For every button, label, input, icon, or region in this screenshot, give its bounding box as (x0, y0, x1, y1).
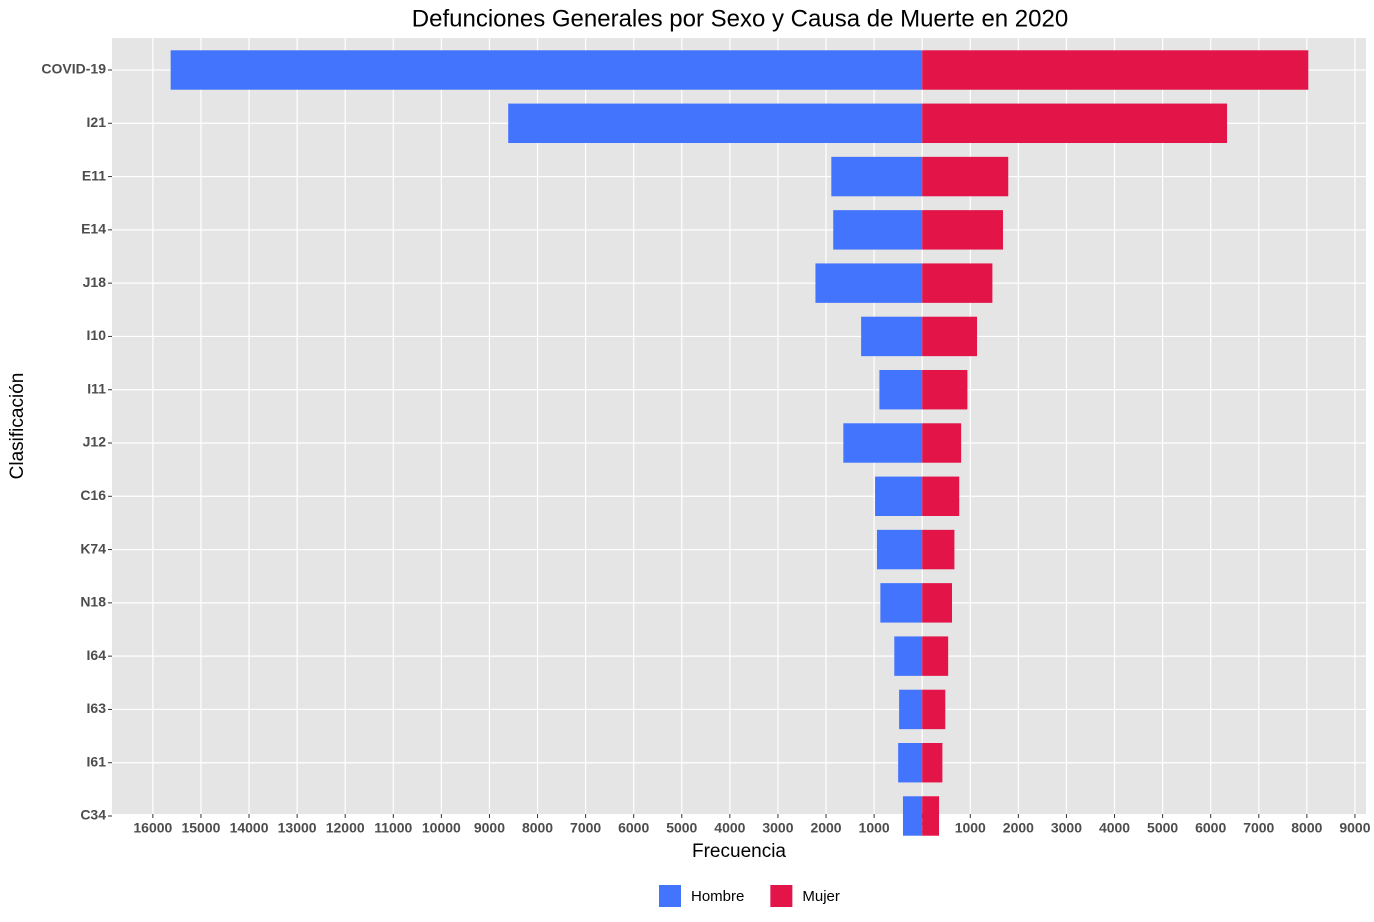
x-tick-label: 8000 (1291, 820, 1322, 836)
bar (880, 583, 923, 623)
x-tick-label: 5000 (1147, 820, 1178, 836)
x-tick-label: 4000 (714, 820, 745, 836)
y-tick-label: K74 (80, 540, 106, 556)
y-tick-label: I11 (87, 380, 106, 396)
bar (922, 583, 953, 623)
bar (922, 796, 940, 836)
x-tick-label: 2000 (1003, 820, 1034, 836)
bar (898, 742, 923, 783)
y-tick-label: E14 (81, 221, 106, 237)
bar (922, 156, 1009, 197)
x-tick-label: 9000 (1339, 820, 1370, 836)
bar (902, 796, 923, 836)
legend-label: Mujer (802, 888, 840, 905)
bar (899, 689, 923, 730)
x-tick-label: 7000 (570, 820, 601, 836)
y-tick-label: I21 (87, 114, 107, 130)
x-tick-label: 3000 (1051, 820, 1082, 836)
chart-title: Defunciones Generales por Sexo y Causa d… (412, 5, 1068, 32)
bar (833, 210, 923, 250)
legend-swatch (659, 885, 681, 907)
x-tick-label: 7000 (1243, 820, 1274, 836)
x-tick-label: 16000 (133, 820, 172, 836)
bar (922, 742, 943, 783)
y-tick-label: COVID-19 (41, 61, 106, 77)
y-axis-label: Clasificación (7, 373, 28, 480)
x-tick-label: 8000 (522, 820, 553, 836)
bar (879, 369, 923, 410)
bar (922, 529, 955, 570)
bar (922, 476, 960, 517)
y-tick-label: C16 (80, 487, 106, 503)
bar (876, 529, 923, 570)
x-tick-label: 1000 (859, 820, 890, 836)
x-tick-label: 12000 (326, 820, 365, 836)
bar (831, 156, 923, 197)
y-tick-label: I10 (87, 327, 107, 343)
bar (922, 369, 968, 410)
x-tick-label: 1000 (955, 820, 986, 836)
bar (922, 210, 1003, 250)
x-tick-label: 11000 (374, 820, 412, 836)
bar (815, 263, 923, 303)
x-tick-label: 6000 (618, 820, 649, 836)
x-tick-label: 14000 (230, 820, 269, 836)
bar (922, 263, 993, 303)
x-tick-label: 9000 (474, 820, 505, 836)
y-tick-label: N18 (80, 594, 106, 610)
bar (894, 636, 923, 676)
x-tick-label: 10000 (422, 820, 461, 836)
bar (843, 423, 923, 463)
bar (922, 423, 962, 463)
y-tick-label: I61 (87, 753, 107, 769)
bar (861, 316, 923, 357)
y-tick-label: J18 (83, 274, 107, 290)
bar (922, 689, 946, 730)
legend-label: Hombre (691, 888, 744, 905)
legend-swatch (770, 885, 793, 907)
y-tick-label: I64 (87, 647, 107, 663)
y-tick-label: I63 (87, 700, 107, 716)
bar (922, 636, 949, 676)
x-tick-label: 13000 (278, 820, 317, 836)
bar (922, 316, 978, 357)
bar (922, 103, 1228, 144)
x-tick-label: 5000 (666, 820, 697, 836)
bar (875, 476, 923, 517)
x-tick-label: 15000 (181, 820, 220, 836)
bar (508, 103, 923, 144)
y-tick-label: J12 (83, 434, 107, 450)
x-axis-label: Frecuencia (692, 841, 786, 862)
y-tick-label: C34 (80, 807, 106, 823)
plot-background (112, 38, 1366, 814)
x-tick-label: 4000 (1099, 820, 1130, 836)
bar (922, 50, 1309, 90)
y-tick-label: E11 (82, 167, 106, 183)
x-tick-label: 3000 (762, 820, 793, 836)
x-tick-label: 2000 (810, 820, 841, 836)
bar (170, 50, 923, 90)
x-tick-label: 6000 (1195, 820, 1226, 836)
